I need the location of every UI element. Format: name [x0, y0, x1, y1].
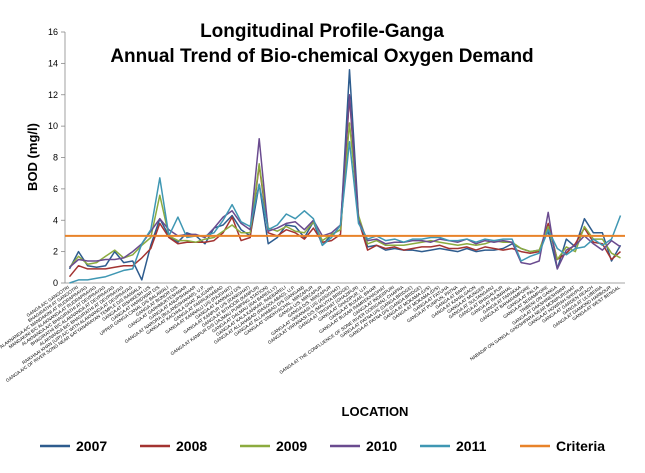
chart-title-line-2: Annual Trend of Bio-chemical Oxygen Dema…	[110, 46, 533, 67]
chart-title-line-1: Longitudinal Profile-Ganga	[200, 21, 444, 42]
y-tick-label: 10	[48, 121, 58, 131]
y-tick-label: 2	[53, 247, 58, 257]
legend-label-2008: 2008	[176, 438, 207, 454]
y-tick-label: 0	[53, 278, 58, 288]
series-line-2009	[68, 122, 621, 268]
legend-label-2009: 2009	[276, 438, 307, 454]
legend-label-criteria: Criteria	[556, 438, 605, 454]
series-line-2010	[69, 94, 621, 270]
series-lines	[65, 68, 625, 284]
y-tick-label: 4	[53, 215, 58, 225]
y-tick-label: 12	[48, 90, 58, 100]
legend-label-2011: 2011	[456, 438, 487, 454]
legend-label-2007: 2007	[76, 438, 107, 454]
legend-label-2010: 2010	[366, 438, 397, 454]
y-tick-label: 6	[53, 184, 58, 194]
series-line-2011	[69, 141, 622, 284]
y-tick-label: 16	[48, 27, 58, 37]
legend: 2007 2008 2009 2010 2011 Criteria	[40, 438, 605, 454]
x-axis-title: LOCATION	[342, 404, 409, 419]
y-tick-label: 14	[48, 58, 58, 68]
y-axis-title: BOD (mg/l)	[25, 123, 40, 191]
y-tick-label: 8	[53, 153, 58, 163]
y-axis-ticks: 0 2 4 6 8 10 12 14 16	[48, 27, 65, 288]
